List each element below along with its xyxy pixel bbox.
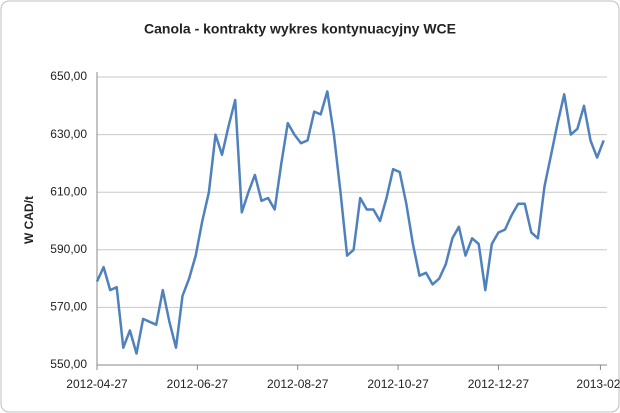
y-tick-label: 610,00 (50, 184, 87, 198)
x-tick-label: 2012-12-27 (468, 377, 530, 391)
x-tick-label: 2013-02- (576, 377, 620, 391)
data-line (95, 90, 605, 355)
x-tick-label: 2012-06-27 (167, 377, 229, 391)
y-tick-label: 650,00 (50, 69, 87, 83)
y-tick-label: 630,00 (50, 127, 87, 141)
x-tick-label: 2012-08-27 (267, 377, 329, 391)
chart-title: Canola - kontrakty wykres kontynuacyjny … (144, 21, 456, 37)
x-tick-label: 2012-04-27 (66, 377, 128, 391)
y-axis-label: W CAD/t (22, 196, 36, 244)
y-tick-label: 550,00 (50, 357, 87, 371)
y-tick-label: 590,00 (50, 242, 87, 256)
y-tick-label: 570,00 (50, 300, 87, 314)
x-tick-label: 2012-10-27 (367, 377, 429, 391)
